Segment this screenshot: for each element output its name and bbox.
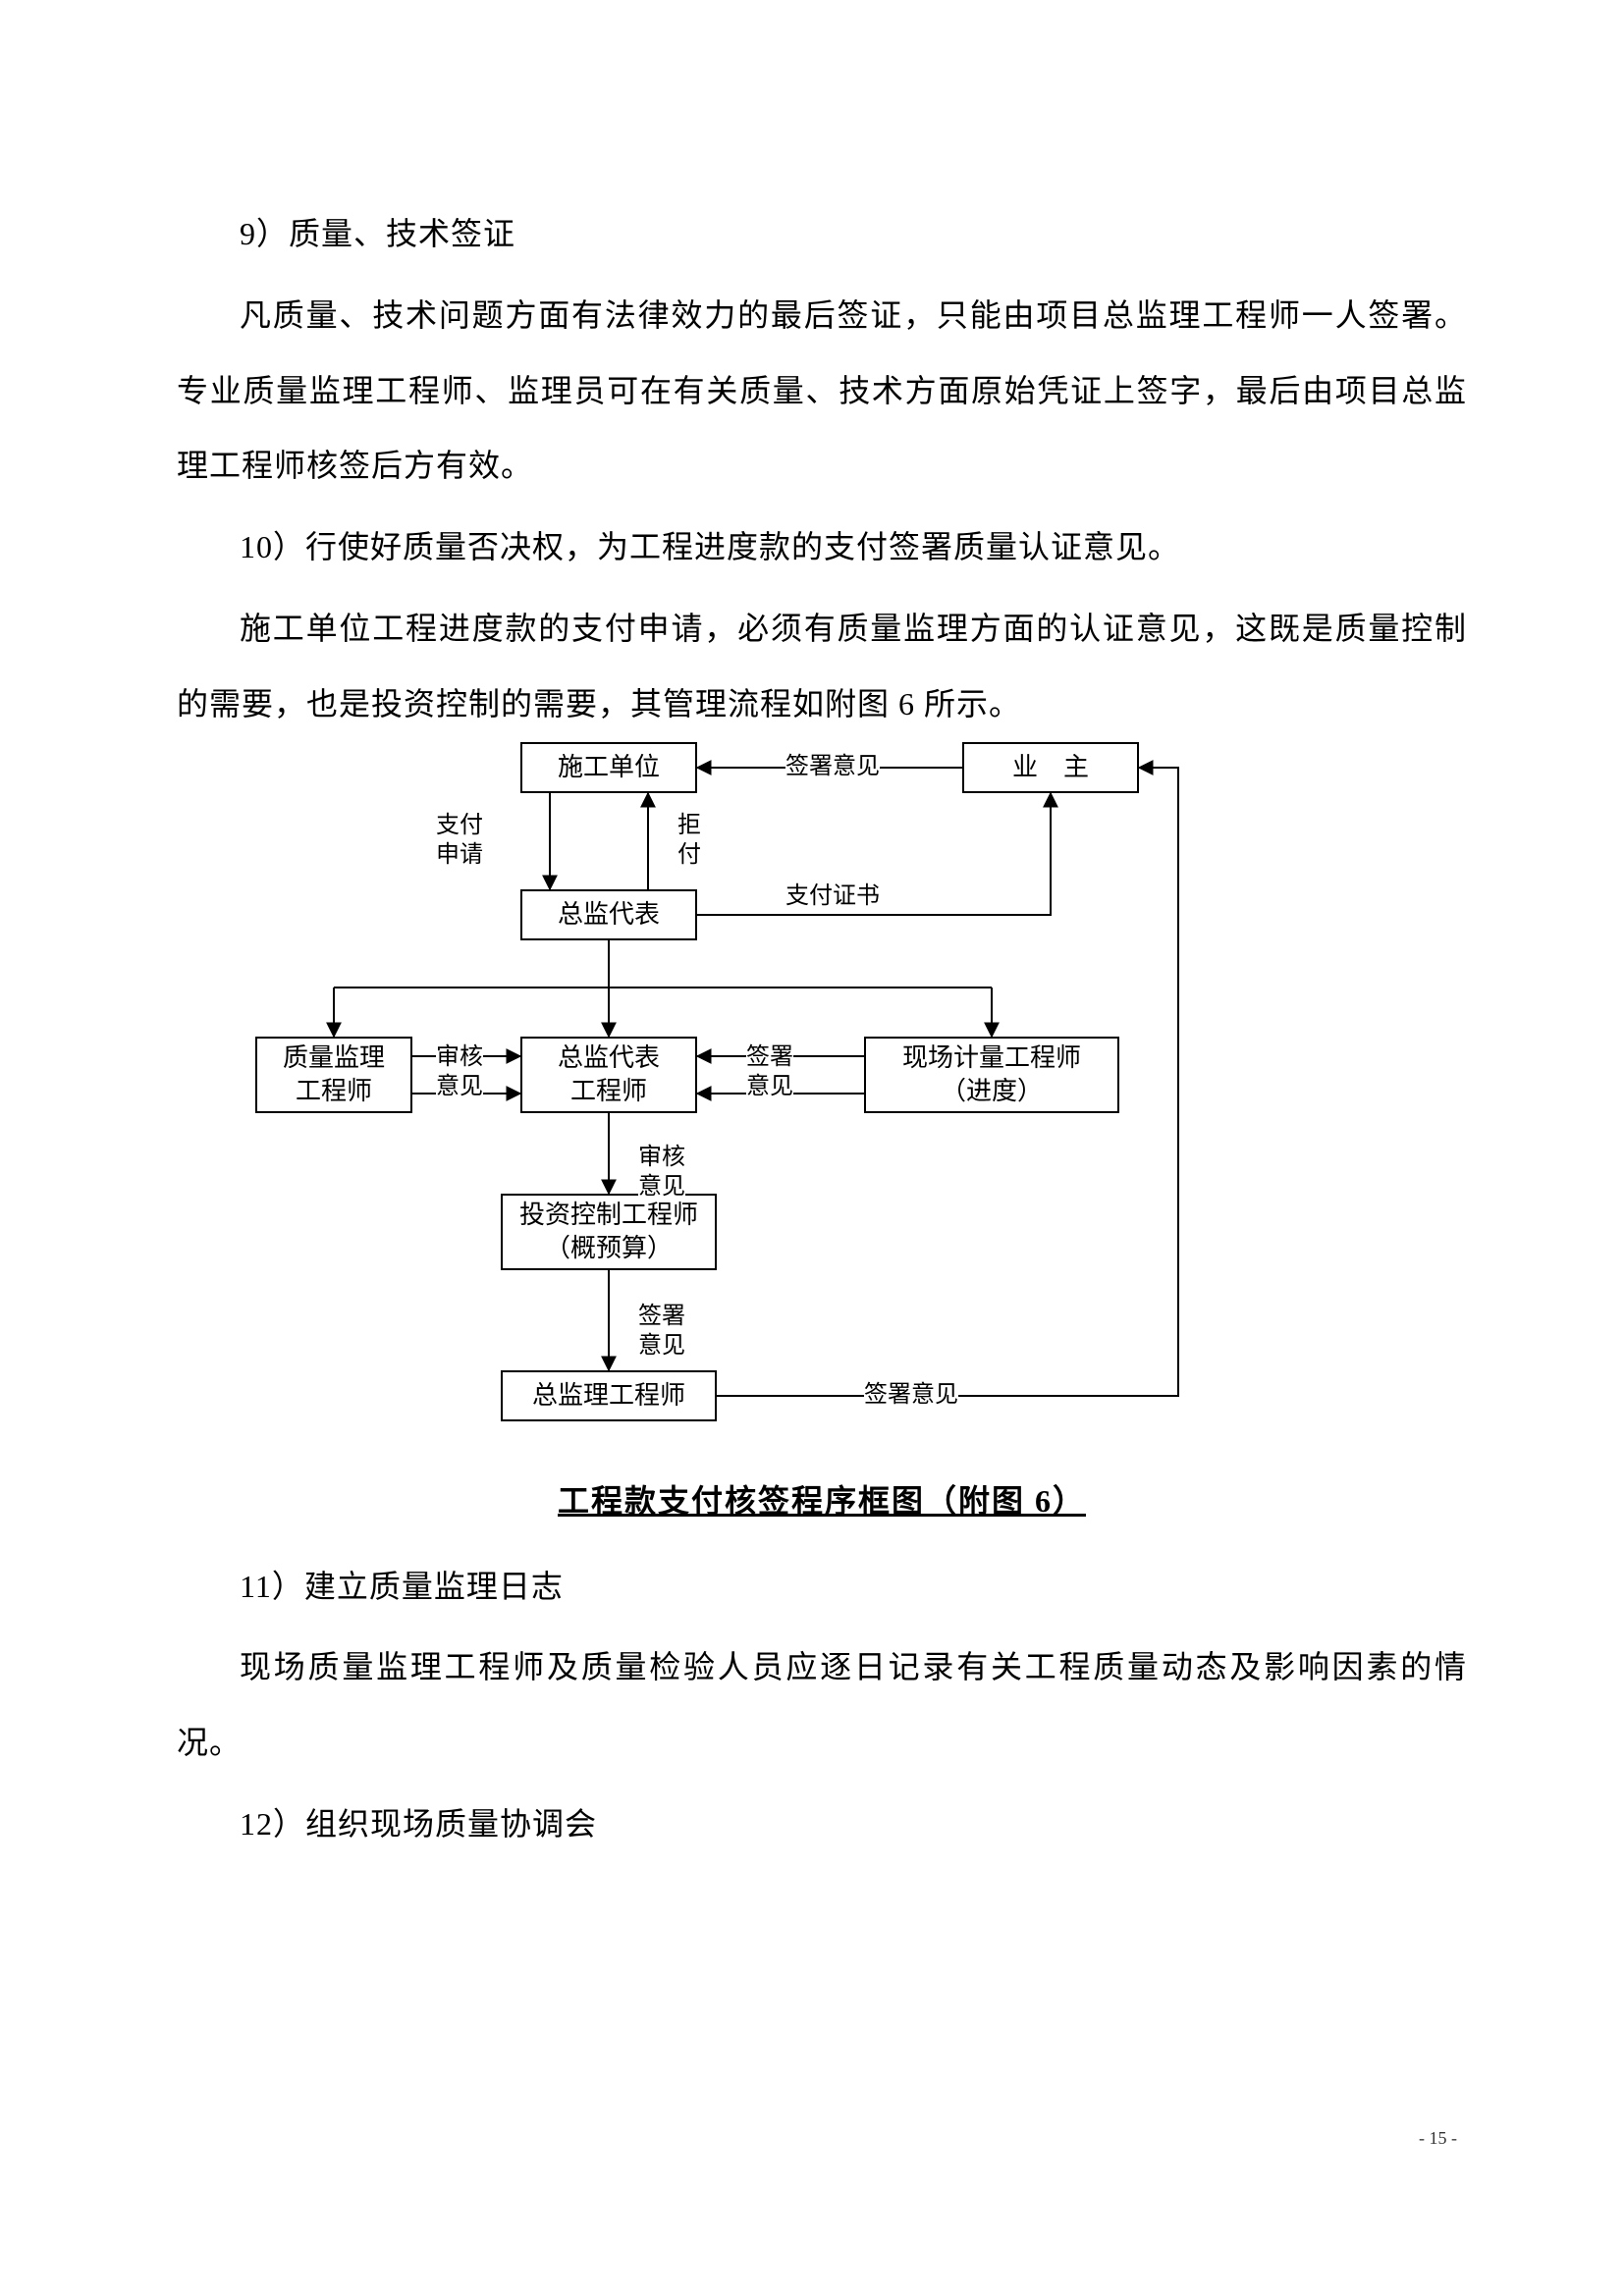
paragraph-12-title: 12）组织现场质量协调会	[177, 1787, 1467, 1862]
figure-caption: 工程款支付核签程序框图（附图 6）	[177, 1476, 1467, 1522]
flow-node-chiefsup: 总监理工程师	[501, 1370, 717, 1421]
flow-label-l_audit2: 审核意见	[638, 1143, 685, 1201]
flow-node-qeng: 质量监理工程师	[255, 1037, 412, 1113]
flow-label-l_sign2: 签署意见	[746, 1042, 793, 1101]
flow-label-l_sign3: 签署意见	[638, 1302, 685, 1361]
flowchart-figure-6: 施工单位 业 主总监代表质量监理工程师 总监代表工程师 现场计量工程师（进度） 投资控制…	[255, 742, 1316, 1468]
paragraph-9-body: 凡质量、技术问题方面有法律效力的最后签证，只能由项目总监理工程师一人签署。专业质…	[177, 278, 1467, 504]
page-content: 9）质量、技术签证 凡质量、技术问题方面有法律效力的最后签证，只能由项目总监理工…	[177, 196, 1467, 1868]
paragraph-10-body: 施工单位工程进度款的支付申请，必须有质量监理方面的认证意见，这既是质量控制的需要…	[177, 591, 1467, 742]
flow-node-owner: 业 主	[962, 742, 1139, 793]
flow-label-l_reject: 拒付	[677, 811, 701, 870]
paragraph-10-title: 10）行使好质量否决权，为工程进度款的支付签署质量认证意见。	[177, 509, 1467, 585]
flow-node-construction: 施工单位	[520, 742, 697, 793]
flow-node-chiefeng: 总监代表工程师	[520, 1037, 697, 1113]
flow-label-l_pay_cert: 支付证书	[785, 881, 880, 911]
flow-node-measeng: 现场计量工程师（进度）	[864, 1037, 1119, 1113]
flow-label-l_sign_opinion1: 签署意见	[785, 752, 880, 781]
flow-label-l_sign4: 签署意见	[864, 1380, 958, 1410]
flow-label-l_audit1: 审核意见	[436, 1042, 483, 1101]
page-number: - 15 -	[1419, 2128, 1457, 2149]
paragraph-9-title: 9）质量、技术签证	[177, 196, 1467, 272]
flow-label-l_pay_apply: 支付申请	[436, 811, 483, 870]
flow-node-investeng: 投资控制工程师（概预算）	[501, 1194, 717, 1270]
flowchart-edges	[255, 742, 1316, 1468]
flow-node-chiefrep: 总监代表	[520, 889, 697, 940]
paragraph-11-title: 11）建立质量监理日志	[177, 1549, 1467, 1625]
paragraph-11-body: 现场质量监理工程师及质量检验人员应逐日记录有关工程质量动态及影响因素的情况。	[177, 1629, 1467, 1781]
